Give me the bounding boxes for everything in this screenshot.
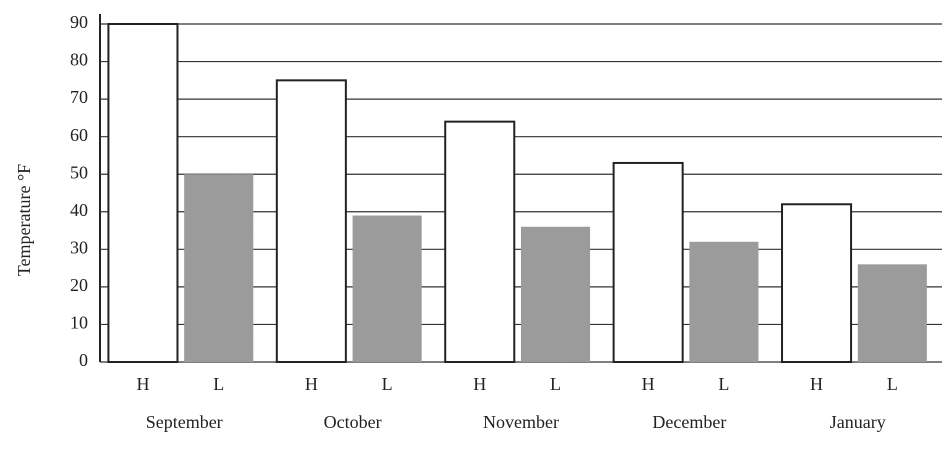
bar <box>857 264 927 362</box>
y-tick-label: 70 <box>70 87 88 107</box>
x-tick-label: December <box>652 412 726 432</box>
bar <box>107 23 179 363</box>
bar <box>612 161 684 363</box>
series-label: L <box>550 374 561 394</box>
series-label: L <box>382 374 393 394</box>
bar <box>184 174 254 362</box>
x-tick-label: November <box>483 412 559 432</box>
x-tick-label: October <box>324 412 382 432</box>
series-label: L <box>213 374 224 394</box>
y-tick-label: 20 <box>70 275 88 295</box>
y-tick-label: 40 <box>70 200 88 220</box>
bar <box>781 203 853 363</box>
y-tick-label: 80 <box>70 50 88 70</box>
x-tick-label: January <box>830 412 886 432</box>
series-label: H <box>473 374 486 394</box>
y-tick-label: 10 <box>70 313 88 333</box>
series-label: L <box>718 374 729 394</box>
y-tick-label: 0 <box>79 350 88 370</box>
series-label: H <box>136 374 149 394</box>
series-label: H <box>642 374 655 394</box>
x-tick-label: September <box>146 412 223 432</box>
bar <box>275 79 347 363</box>
series-label: L <box>887 374 898 394</box>
y-tick-label: 60 <box>70 125 88 145</box>
series-label: H <box>810 374 823 394</box>
bar <box>689 241 759 362</box>
y-tick-label: 50 <box>70 162 88 182</box>
bar <box>521 226 591 362</box>
bar <box>352 215 422 362</box>
series-label: H <box>305 374 318 394</box>
y-tick-label: 90 <box>70 12 88 32</box>
y-tick-label: 30 <box>70 237 88 257</box>
y-axis-label: Temperature °F <box>14 164 34 276</box>
bar <box>444 120 516 364</box>
